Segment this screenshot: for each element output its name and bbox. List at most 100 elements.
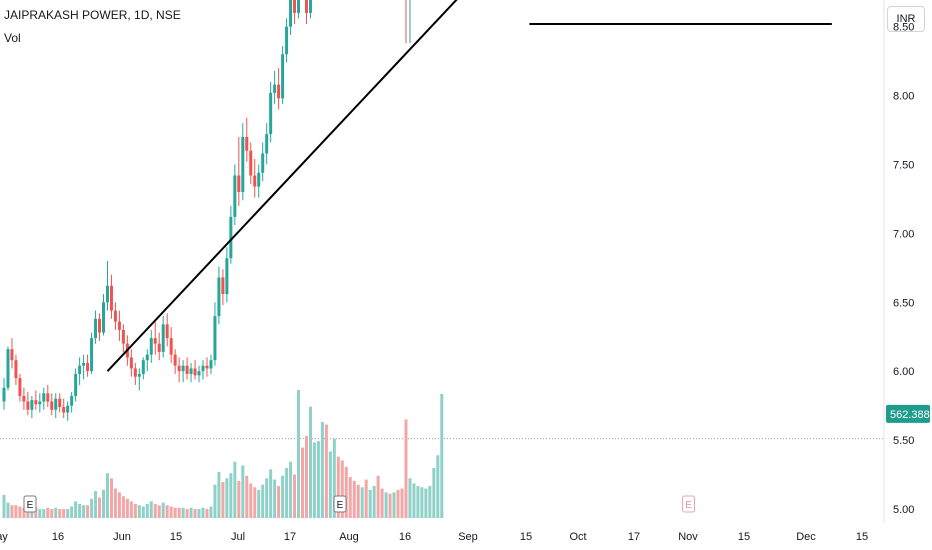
candle [221, 269, 225, 306]
candle [26, 391, 30, 416]
candle-body [193, 368, 197, 376]
candle-body [273, 84, 277, 93]
candle-body [209, 360, 213, 369]
volume-bar [253, 487, 257, 518]
volume-bar [277, 486, 281, 518]
volume-bar [269, 469, 273, 518]
earnings-marker: E [682, 495, 696, 513]
volume-bar [133, 503, 137, 518]
time-tick-label: Aug [339, 531, 359, 543]
volume-bar [78, 503, 82, 518]
candle [253, 158, 257, 198]
candle-body [137, 373, 141, 377]
earnings-marker-label: E [27, 500, 34, 511]
volume-bar [62, 509, 66, 518]
volume-bar [432, 468, 436, 518]
candle [129, 349, 133, 377]
volume-bar [153, 503, 157, 518]
candle [58, 393, 62, 413]
candle-body [94, 318, 98, 339]
volume-bar [10, 505, 14, 518]
candle-body [149, 338, 153, 355]
price-tick-label: 7.50 [893, 160, 914, 172]
volume-bar [90, 498, 94, 518]
candle-body [253, 175, 257, 187]
time-tick-label: Nov [678, 531, 698, 543]
candle [308, 0, 312, 19]
grid [0, 438, 884, 440]
candle-body [82, 362, 86, 366]
candle [285, 18, 289, 63]
volume-bar [105, 473, 109, 518]
candle [269, 81, 273, 143]
candle [241, 123, 245, 201]
volume-bar [316, 441, 320, 518]
candle-body [113, 310, 117, 322]
candle-body [74, 373, 78, 397]
candle-body [308, 0, 312, 13]
earnings-marker-label: E [685, 500, 692, 511]
candle [109, 274, 113, 319]
candle-body [105, 285, 109, 303]
price-tags: 11.4510.85562.388M [886, 404, 932, 423]
volume-bar [26, 507, 30, 518]
volume-bar [185, 509, 189, 518]
candle-body [42, 393, 46, 402]
volume-bar [368, 489, 372, 518]
candle [181, 360, 185, 383]
candle [289, 0, 293, 35]
volume-bar [42, 509, 46, 518]
candle-body [237, 175, 241, 193]
candle-body [233, 175, 237, 217]
volume-bar [197, 509, 201, 518]
volume-bar [261, 484, 265, 518]
volume-bar [225, 478, 229, 518]
candle-body [257, 172, 261, 187]
candle [157, 332, 161, 361]
candle [249, 142, 253, 184]
candle-body [169, 338, 173, 355]
volume-bar [189, 507, 193, 518]
candle [213, 302, 217, 366]
candle [149, 329, 153, 363]
volume-bar [18, 506, 22, 518]
candle-body [86, 362, 90, 372]
volume-bar [109, 478, 113, 518]
volume-bar [2, 494, 6, 518]
volume-bar [308, 406, 312, 518]
volume-bar [336, 456, 340, 518]
currency-button[interactable]: INR [887, 6, 925, 32]
candle-body [225, 258, 229, 295]
candle [90, 332, 94, 374]
volume-bar [273, 479, 277, 518]
volume-bar [165, 505, 169, 518]
candle [237, 136, 241, 206]
chart-title: JAIPRAKASH POWER, 1D, NSE [4, 8, 181, 22]
volume-bar [201, 507, 205, 518]
volume-bar [285, 468, 289, 518]
candle [169, 327, 173, 363]
volume-bar [380, 488, 384, 518]
candle [233, 164, 237, 226]
candle [189, 362, 193, 383]
volume-bar [428, 486, 432, 518]
volume-bar [436, 455, 440, 518]
candle-body [46, 393, 50, 402]
candle [14, 354, 18, 385]
time-tick-label: Oct [569, 531, 586, 543]
volume-bar [265, 478, 269, 518]
price-axis: 5.005.506.006.507.007.508.008.509.009.50… [893, 22, 914, 516]
volume-bar [304, 436, 308, 518]
candle-body [249, 150, 253, 176]
candle-body [201, 365, 205, 372]
volume-bar [324, 424, 328, 518]
volume-bar [281, 475, 285, 518]
candle [18, 373, 22, 402]
candle-body [177, 365, 181, 372]
candle [185, 357, 189, 380]
candle [38, 393, 42, 413]
volume-bar [213, 484, 217, 518]
candle-body [261, 153, 265, 173]
volume-bar [125, 498, 129, 518]
